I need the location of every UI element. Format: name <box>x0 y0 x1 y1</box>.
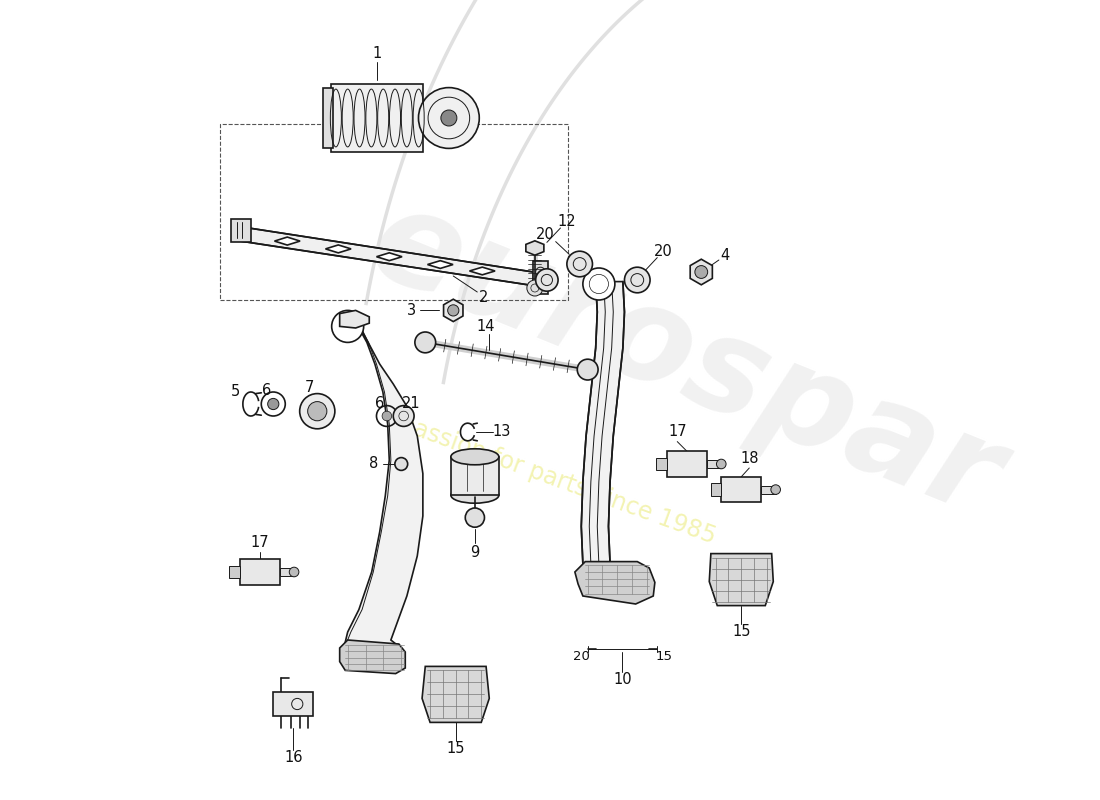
Circle shape <box>566 251 593 277</box>
Text: 13: 13 <box>492 425 510 439</box>
Bar <box>279 568 294 576</box>
Circle shape <box>716 459 726 469</box>
Bar <box>707 460 722 468</box>
Circle shape <box>578 359 598 380</box>
Circle shape <box>695 266 707 278</box>
Bar <box>240 559 279 585</box>
Circle shape <box>418 88 480 149</box>
Text: 1: 1 <box>373 46 382 61</box>
Bar <box>722 477 761 502</box>
Circle shape <box>625 267 650 293</box>
Polygon shape <box>340 310 370 328</box>
Text: 17: 17 <box>668 425 686 439</box>
Bar <box>229 566 240 578</box>
Polygon shape <box>470 267 495 275</box>
Text: 15: 15 <box>447 742 465 756</box>
Polygon shape <box>710 554 773 606</box>
Polygon shape <box>334 316 422 668</box>
Text: 16: 16 <box>284 750 302 765</box>
Bar <box>273 692 314 716</box>
Text: 15: 15 <box>656 650 672 662</box>
Circle shape <box>395 458 408 470</box>
Polygon shape <box>376 253 403 261</box>
Circle shape <box>415 332 436 353</box>
Text: 7: 7 <box>305 381 314 395</box>
Bar <box>534 261 548 294</box>
Text: passion for parts since 1985: passion for parts since 1985 <box>396 411 719 549</box>
Text: 2: 2 <box>478 290 488 305</box>
Text: 4: 4 <box>720 249 730 263</box>
Bar <box>711 483 722 496</box>
Polygon shape <box>575 562 654 604</box>
Bar <box>231 219 251 242</box>
Circle shape <box>332 310 364 342</box>
Bar <box>323 88 333 148</box>
Text: 14: 14 <box>476 319 495 334</box>
Polygon shape <box>443 299 463 322</box>
Polygon shape <box>326 245 351 253</box>
Circle shape <box>441 110 456 126</box>
Bar <box>451 457 499 495</box>
Text: 9: 9 <box>470 546 480 560</box>
Bar <box>667 451 707 477</box>
Ellipse shape <box>451 487 499 503</box>
Circle shape <box>448 305 459 316</box>
Polygon shape <box>422 666 490 722</box>
Circle shape <box>771 485 781 494</box>
Circle shape <box>536 269 558 291</box>
Text: 20: 20 <box>573 650 590 662</box>
Bar <box>657 458 667 470</box>
Circle shape <box>289 567 299 577</box>
Bar <box>761 486 776 494</box>
Polygon shape <box>233 226 534 286</box>
Bar <box>220 124 568 300</box>
Polygon shape <box>428 261 453 269</box>
Text: 6: 6 <box>262 383 272 398</box>
Text: 21: 21 <box>403 396 421 410</box>
Polygon shape <box>581 282 631 595</box>
Text: 10: 10 <box>613 673 631 687</box>
Text: 20: 20 <box>653 244 672 258</box>
Circle shape <box>583 268 615 300</box>
Circle shape <box>267 398 279 410</box>
Circle shape <box>299 394 334 429</box>
Circle shape <box>394 406 414 426</box>
Polygon shape <box>526 241 543 255</box>
Polygon shape <box>340 640 405 674</box>
Text: 17: 17 <box>251 535 270 550</box>
Text: eurospar: eurospar <box>352 176 1019 544</box>
Ellipse shape <box>451 449 499 465</box>
Text: 3: 3 <box>407 303 416 318</box>
Polygon shape <box>690 259 713 285</box>
Circle shape <box>382 411 392 421</box>
Bar <box>331 84 424 152</box>
Circle shape <box>465 508 484 527</box>
Text: 18: 18 <box>740 451 759 466</box>
Text: 15: 15 <box>732 625 750 639</box>
Text: 20: 20 <box>536 227 554 242</box>
Text: 6: 6 <box>375 396 384 410</box>
Text: 5: 5 <box>231 385 240 399</box>
Circle shape <box>308 402 327 421</box>
Text: 8: 8 <box>368 457 378 471</box>
Text: 12: 12 <box>558 214 576 229</box>
Polygon shape <box>275 237 300 245</box>
Circle shape <box>527 280 543 296</box>
